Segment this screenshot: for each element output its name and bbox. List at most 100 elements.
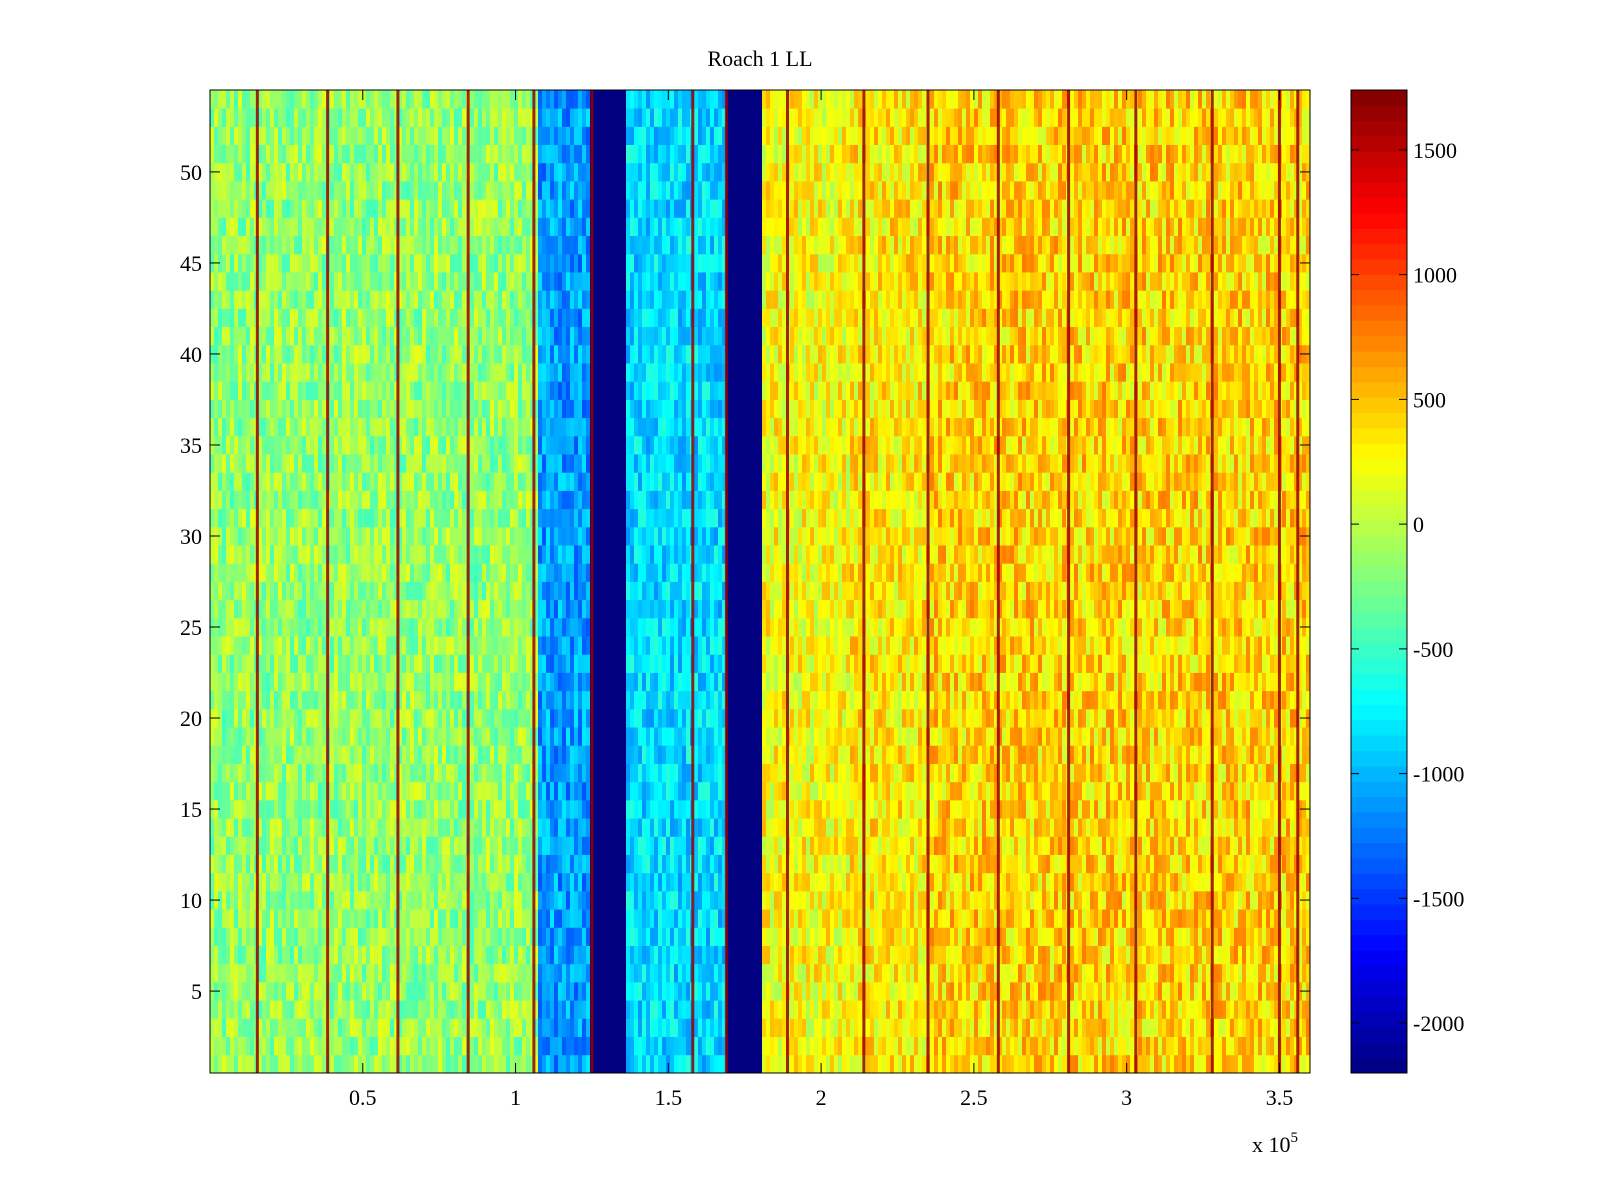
- heatmap-cell: [238, 1054, 243, 1074]
- heatmap-cell: [646, 963, 651, 983]
- heatmap-cell: [390, 981, 395, 1001]
- heatmap-cell: [682, 745, 687, 764]
- heatmap-cell: [1222, 836, 1227, 855]
- heatmap-cell: [430, 963, 435, 983]
- heatmap-cell: [1178, 890, 1183, 910]
- heatmap-cell: [682, 763, 687, 783]
- heatmap-cell: [394, 836, 399, 855]
- heatmap-cell: [382, 872, 387, 892]
- heatmap-cell: [790, 1036, 795, 1056]
- heatmap-cell: [758, 927, 763, 946]
- heatmap-cell: [758, 1018, 763, 1037]
- heatmap-cell: [522, 799, 527, 819]
- heatmap-cell: [478, 854, 483, 874]
- heatmap-cell: [990, 799, 995, 819]
- heatmap-cell: [1146, 763, 1151, 783]
- heatmap-cell: [950, 836, 955, 855]
- heatmap-cell: [1246, 872, 1251, 892]
- heatmap-cell: [562, 890, 567, 910]
- heatmap-cell: [854, 909, 859, 928]
- heatmap-cell: [238, 745, 243, 764]
- heatmap-cell: [1262, 745, 1267, 764]
- heatmap-cell: [350, 872, 355, 892]
- heatmap-cell: [854, 836, 859, 855]
- heatmap-cell: [714, 781, 719, 801]
- heatmap-cell: [1082, 836, 1087, 855]
- heatmap-cell: [238, 945, 243, 965]
- heatmap-cell: [398, 763, 403, 783]
- heatmap-cell: [1186, 854, 1191, 874]
- heatmap-cell: [730, 836, 735, 855]
- heatmap-cell: [946, 945, 951, 965]
- heatmap-cell: [226, 836, 231, 855]
- heatmap-cell: [350, 818, 355, 837]
- heatmap-cell: [338, 890, 343, 910]
- heatmap-cell: [850, 818, 855, 837]
- heatmap-cell: [446, 1000, 451, 1019]
- heatmap-cell: [1218, 1036, 1223, 1056]
- heatmap-cell: [250, 1000, 255, 1019]
- heatmap-cell: [242, 890, 247, 910]
- heatmap-cell: [246, 1018, 251, 1037]
- heatmap-cell: [658, 763, 663, 783]
- heatmap-cell: [310, 945, 315, 965]
- heatmap-cell: [886, 1018, 891, 1037]
- heatmap-cell: [1274, 981, 1279, 1001]
- heatmap-cell: [1226, 854, 1231, 874]
- heatmap-cell: [650, 818, 655, 837]
- heatmap-cell: [1138, 963, 1143, 983]
- heatmap-cell: [1046, 872, 1051, 892]
- heatmap-cell: [1074, 1000, 1079, 1019]
- heatmap-cell: [278, 1018, 283, 1037]
- heatmap-cell: [798, 1000, 803, 1019]
- heatmap-cell: [1046, 981, 1051, 1001]
- heatmap-cell: [906, 945, 911, 965]
- heatmap-cell: [454, 872, 459, 892]
- heatmap-cell: [702, 1036, 707, 1056]
- heatmap-cell: [650, 1000, 655, 1019]
- heatmap-cell: [486, 836, 491, 855]
- heatmap-cell: [1118, 1018, 1123, 1037]
- heatmap-cell: [994, 981, 999, 1001]
- heatmap-cell: [470, 963, 475, 983]
- heatmap-cell: [294, 945, 299, 965]
- heatmap-cell: [1138, 981, 1143, 1001]
- heatmap-cell: [250, 909, 255, 928]
- heatmap-cell: [1102, 745, 1107, 764]
- heatmap-cell: [830, 799, 835, 819]
- heatmap-cell: [762, 818, 767, 837]
- heatmap-cell: [806, 799, 811, 819]
- heatmap-cell: [334, 1000, 339, 1019]
- heatmap-cell: [874, 945, 879, 965]
- heatmap-cell: [670, 963, 675, 983]
- heatmap-cell: [1222, 745, 1227, 764]
- heatmap-cell: [278, 890, 283, 910]
- heatmap-cell: [962, 799, 967, 819]
- heatmap-cell: [806, 745, 811, 764]
- heatmap-cell: [850, 945, 855, 965]
- heatmap-cell: [1110, 818, 1115, 837]
- heatmap-cell: [1186, 1036, 1191, 1056]
- heatmap-cell: [746, 781, 751, 801]
- heatmap-cell: [370, 818, 375, 837]
- heatmap-cell: [674, 745, 679, 764]
- heatmap-cell: [1122, 1054, 1127, 1074]
- heatmap-cell: [1094, 1036, 1099, 1056]
- heatmap-cell: [1302, 1054, 1307, 1074]
- heatmap-cell: [350, 836, 355, 855]
- heatmap-cell: [634, 836, 639, 855]
- heatmap-cell: [1306, 781, 1311, 801]
- heatmap-cell: [422, 745, 427, 764]
- heatmap-cell: [830, 1000, 835, 1019]
- heatmap-cell: [378, 963, 383, 983]
- heatmap-cell: [950, 763, 955, 783]
- heatmap-cell: [1262, 890, 1267, 910]
- heatmap-cell: [914, 909, 919, 928]
- heatmap-cell: [386, 781, 391, 801]
- heatmap-cell: [282, 909, 287, 928]
- heatmap-cell: [314, 781, 319, 801]
- heatmap-cell: [1166, 927, 1171, 946]
- heatmap-cell: [1282, 963, 1287, 983]
- heatmap-cell: [754, 799, 759, 819]
- heatmap-cell: [522, 1000, 527, 1019]
